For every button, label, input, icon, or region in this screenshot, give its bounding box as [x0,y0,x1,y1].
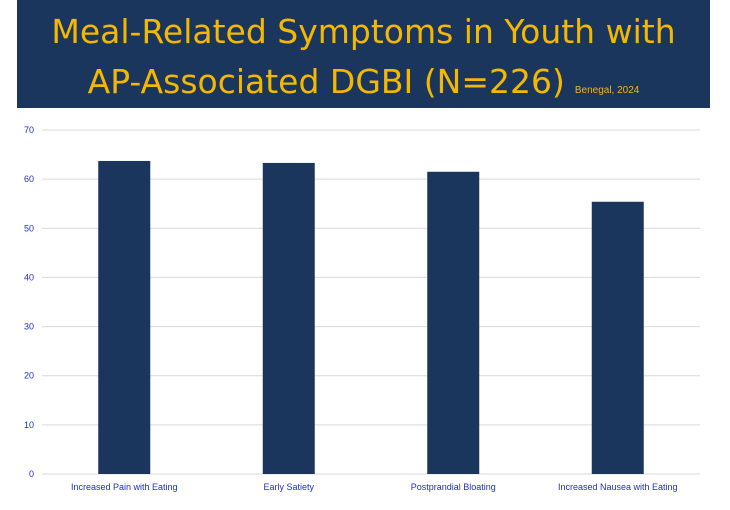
bar [98,160,151,474]
source-citation: Benegal, 2024 [574,85,640,96]
y-tick-label: 20 [24,371,34,381]
chart-title-line2-text: AP-Associated DGBI (N=226) [87,62,565,101]
x-tick-label: Increased Nausea with Eating [558,482,678,492]
y-tick-label: 40 [24,272,34,282]
bar [427,171,480,474]
chart-title-line2: AP-Associated DGBI (N=226) Benegal, 2024 [17,62,710,101]
y-tick-label: 70 [24,125,34,135]
chart-title-line1: Meal-Related Symptoms in Youth with [51,12,676,51]
y-tick-label: 0 [29,469,34,479]
x-tick-label: Early Satiety [263,482,314,492]
y-tick-label: 10 [24,420,34,430]
title-banner: Meal-Related Symptoms in Youth with AP-A… [17,0,710,108]
y-tick-label: 30 [24,322,34,332]
y-tick-label: 60 [24,174,34,184]
x-tick-label: Postprandial Bloating [411,482,496,492]
bar [262,162,315,474]
y-tick-label: 50 [24,223,34,233]
bar [591,201,644,474]
x-tick-label: Increased Pain with Eating [71,482,178,492]
